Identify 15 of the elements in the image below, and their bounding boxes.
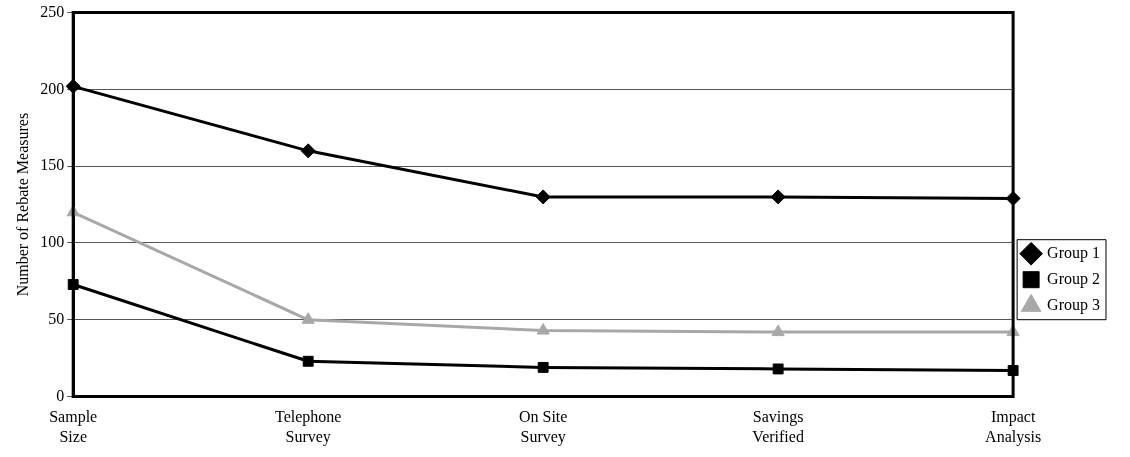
x-tick-label: Telephone Survey [274, 408, 342, 446]
x-tick-label: Impact Analysis [985, 408, 1042, 446]
y-tick-label: 100 [40, 233, 65, 251]
y-tick-label: 150 [40, 156, 65, 174]
y-tick-label: 200 [40, 79, 65, 97]
x-tick-label: Savings Verified [752, 408, 804, 445]
legend-label: Group 1 [1047, 243, 1101, 262]
x-tick-label: On Site Survey [518, 408, 568, 446]
legend-label: Group 3 [1047, 295, 1101, 314]
x-tick-label: Sample Size [49, 408, 98, 445]
y-tick-label: 50 [48, 310, 65, 327]
y-axis-title: Number of Rebate Measures [13, 112, 31, 297]
y-tick-label: 250 [40, 2, 65, 20]
legend-label: Group 2 [1047, 269, 1101, 288]
y-tick-label: 0 [56, 386, 65, 404]
